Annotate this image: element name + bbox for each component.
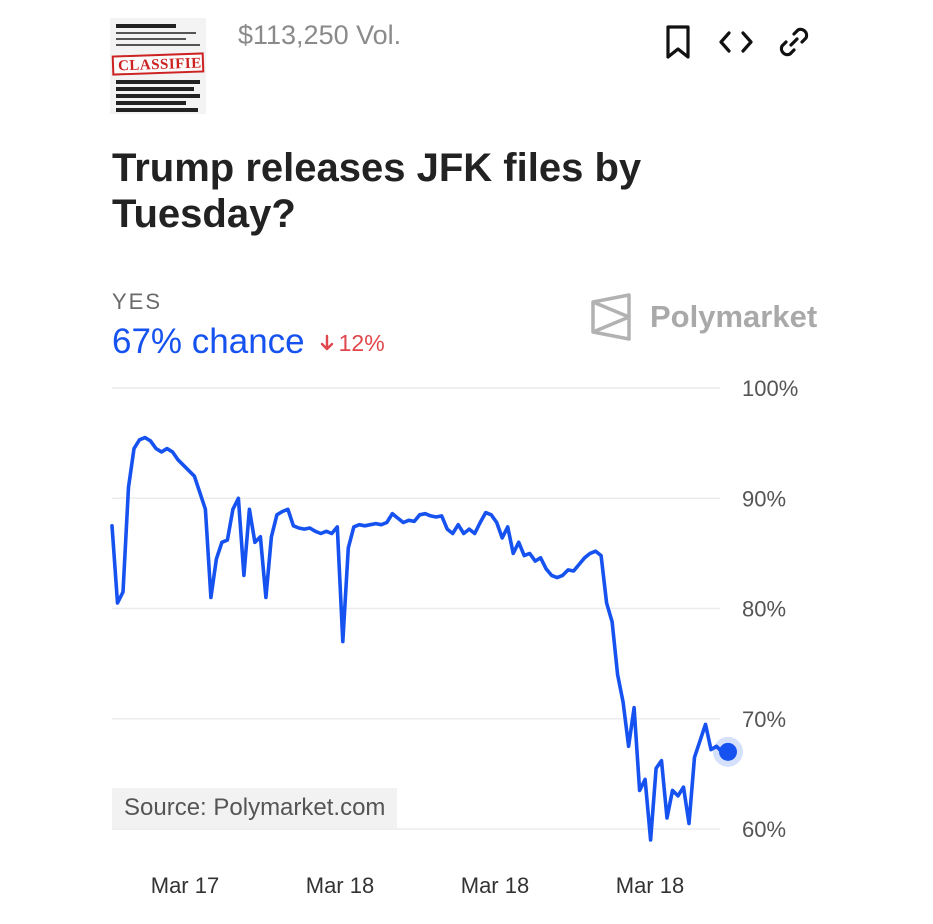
change-value: 12% [338,329,385,356]
x-tick-label: Mar 17 [151,873,219,898]
y-tick-label: 60% [742,817,786,842]
bookmark-button[interactable] [660,22,696,62]
market-thumbnail: CLASSIFIED [110,18,206,114]
chart-gridlines [112,387,720,830]
bookmark-icon [666,25,690,59]
y-tick-label: 90% [742,486,786,511]
y-tick-label: 80% [742,597,786,622]
polymarket-logo-icon [591,293,631,341]
polymarket-brand: Polymarket [588,292,817,342]
series-line-yes [110,435,724,842]
arrow-down-icon [320,334,333,351]
copy-link-button[interactable] [776,22,812,62]
x-tick-label: Mar 18 [616,873,684,898]
chance-value: 67% chance [112,322,305,361]
volume-text: $113,250 Vol. [238,20,402,50]
link-icon [779,27,809,57]
market-title: Trump releases JFK files by Tuesday? [112,146,642,236]
x-tick-label: Mar 18 [306,873,374,898]
classified-stamp: CLASSIFIED [111,52,205,76]
source-label: Source: Polymarket.com [112,788,398,828]
chance-row: 67% chance 12% [112,322,385,362]
current-point [719,742,737,761]
probability-chart: 100%90%80%70%60% Mar 17 Mar 18 Mar 18 Mar 1… [110,376,798,898]
x-axis-ticks: Mar 17 Mar 18 Mar 18 Mar 18 [151,873,684,898]
action-bar [660,22,812,62]
x-tick-label: Mar 18 [461,873,529,898]
change-badge: 12% [319,330,385,357]
outcome-label: YES [112,289,163,314]
y-tick-label: 70% [742,707,786,732]
code-icon [719,31,753,53]
y-axis-ticks: 100% 90% 80% 70% 60% [742,376,798,842]
embed-button[interactable] [718,22,754,62]
y-tick-label: 100% [742,376,798,401]
brand-name: Polymarket [650,299,818,334]
